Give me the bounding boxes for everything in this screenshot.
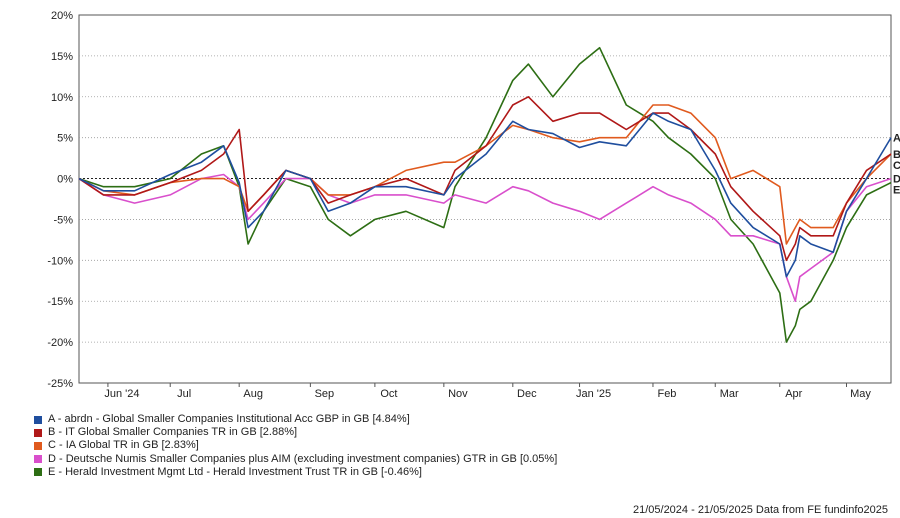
legend-item-c: C - IA Global TR in GB [2.83%]: [34, 439, 557, 452]
legend-item-b: B - IT Global Smaller Companies TR in GB…: [34, 426, 557, 439]
legend-swatch: [34, 468, 42, 477]
legend-label: A - abrdn - Global Smaller Companies Ins…: [48, 413, 410, 425]
legend: A - abrdn - Global Smaller Companies Ins…: [34, 413, 557, 479]
footer-source: 21/05/2024 - 21/05/2025 Data from FE fun…: [632, 504, 888, 516]
x-tick-label: Jun '24: [104, 388, 139, 400]
legend-item-d: D - Deutsche Numis Smaller Companies plu…: [34, 453, 557, 466]
y-tick-label: 0%: [57, 174, 73, 186]
series-end-label-a: A: [893, 133, 900, 145]
x-tick-label: Sep: [315, 388, 335, 400]
x-tick-label: Oct: [380, 388, 397, 400]
x-tick-label: Feb: [657, 388, 676, 400]
y-tick-label: -20%: [47, 337, 73, 349]
x-tick-label: Apr: [785, 388, 802, 400]
legend-label: E - Herald Investment Mgmt Ltd - Herald …: [48, 465, 422, 478]
legend-swatch: [34, 442, 42, 450]
y-tick-label: -15%: [47, 296, 73, 308]
series-line-a: [78, 112, 892, 278]
series-line-e: [78, 46, 892, 343]
series-end-label-e: E: [893, 185, 900, 197]
line-chart: 20% 15% 10% 5% 0% -5% -10% -15% -20% -25% Jun '24 J…: [47, 10, 900, 400]
y-tick-label: 15%: [51, 51, 73, 63]
legend-item-a: A - abrdn - Global Smaller Companies Ins…: [34, 413, 557, 426]
legend-label: B - IT Global Smaller Companies TR in GB…: [48, 426, 298, 439]
x-tick-label: Mar: [720, 388, 739, 400]
series-end-label-d: D: [893, 174, 900, 186]
series-line-c: [78, 104, 892, 245]
series-end-label-c: C: [893, 160, 900, 172]
y-tick-label: 5%: [57, 133, 73, 145]
plot-frame: [78, 14, 892, 384]
y-tick-label: 20%: [51, 10, 73, 22]
x-tick-label: Jul: [177, 388, 191, 400]
chart-area: 20% 15% 10% 5% 0% -5% -10% -15% -20% -25% Jun '24 J…: [47, 10, 900, 400]
legend-swatch: [34, 428, 42, 437]
legend-item-e: E - Herald Investment Mgmt Ltd - Herald …: [34, 466, 557, 479]
x-tick-label: Jan '25: [576, 388, 611, 400]
y-tick-label: -10%: [47, 255, 73, 267]
x-tick-label: May: [850, 388, 871, 400]
x-tick-label: Aug: [243, 388, 263, 400]
x-tick-label: Nov: [448, 388, 468, 400]
legend-swatch: [34, 455, 42, 464]
legend-label: C - IA Global TR in GB [2.83%]: [48, 439, 199, 452]
x-tick-label: Dec: [517, 388, 537, 400]
y-tick-label: -25%: [47, 378, 73, 390]
legend-swatch: [34, 415, 42, 424]
series-end-label-b: B: [893, 149, 900, 161]
y-tick-label: 10%: [51, 92, 73, 104]
y-tick-label: -5%: [53, 214, 73, 226]
series-line-b: [78, 96, 892, 262]
legend-label: D - Deutsche Numis Smaller Companies plu…: [48, 452, 558, 465]
